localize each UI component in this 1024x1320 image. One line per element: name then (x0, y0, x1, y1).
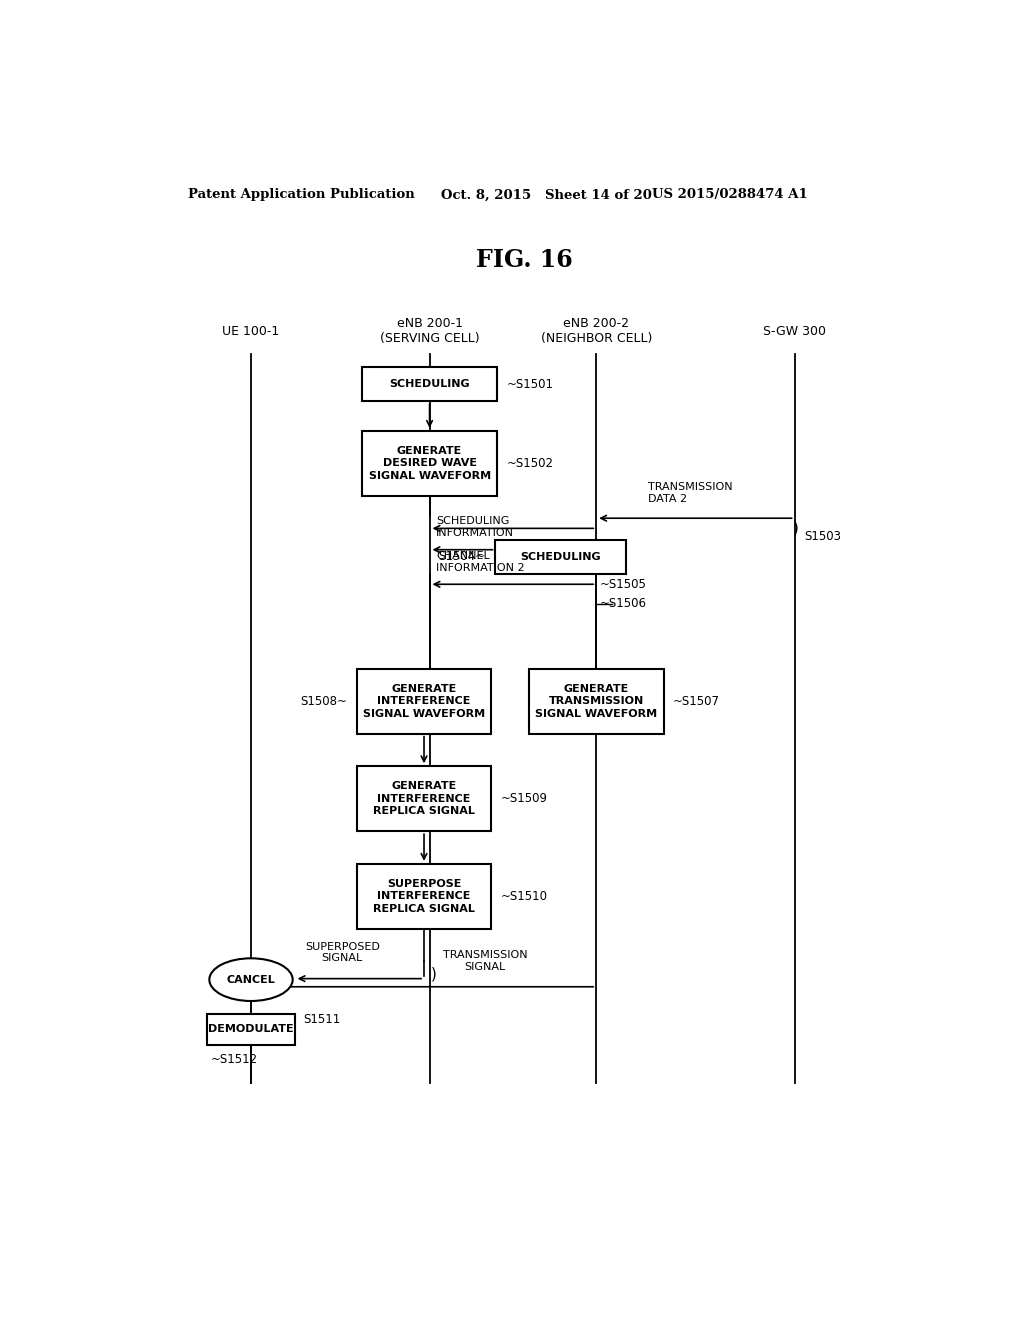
Text: GENERATE
INTERFERENCE
REPLICA SIGNAL: GENERATE INTERFERENCE REPLICA SIGNAL (373, 781, 475, 816)
Text: SUPERPOSED
SIGNAL: SUPERPOSED SIGNAL (305, 941, 380, 964)
Text: ~S1505: ~S1505 (600, 578, 647, 591)
Text: TRANSMISSION
DATA 2: TRANSMISSION DATA 2 (648, 482, 732, 504)
Bar (207, 1014, 296, 1044)
Text: ~S1510: ~S1510 (501, 890, 548, 903)
Bar (356, 863, 492, 929)
Text: S1508~: S1508~ (300, 694, 347, 708)
Text: DEMODULATE: DEMODULATE (208, 1024, 294, 1035)
Text: S-GW 300: S-GW 300 (763, 325, 826, 338)
Text: Patent Application Publication: Patent Application Publication (187, 189, 415, 202)
Text: eNB 200-1
(SERVING CELL): eNB 200-1 (SERVING CELL) (380, 317, 479, 346)
Bar (362, 430, 497, 496)
Text: ~S1512: ~S1512 (211, 1053, 258, 1065)
Text: Oct. 8, 2015   Sheet 14 of 20: Oct. 8, 2015 Sheet 14 of 20 (441, 189, 652, 202)
Text: S1504~: S1504~ (438, 550, 485, 564)
Text: CHANNEL
INFORMATION 2: CHANNEL INFORMATION 2 (436, 552, 524, 573)
Ellipse shape (209, 958, 293, 1001)
Bar (356, 669, 492, 734)
Text: TRANSMISSION
SIGNAL: TRANSMISSION SIGNAL (442, 950, 527, 972)
Text: SCHEDULING: SCHEDULING (389, 379, 470, 389)
Text: GENERATE
INTERFERENCE
SIGNAL WAVEFORM: GENERATE INTERFERENCE SIGNAL WAVEFORM (362, 684, 485, 718)
Text: S1511: S1511 (303, 1012, 341, 1026)
Bar (362, 367, 497, 401)
Bar (495, 540, 626, 574)
Bar (356, 766, 492, 832)
Text: GENERATE
DESIRED WAVE
SIGNAL WAVEFORM: GENERATE DESIRED WAVE SIGNAL WAVEFORM (369, 446, 490, 480)
Text: ): ) (793, 521, 799, 536)
Text: CANCEL: CANCEL (226, 974, 275, 985)
Text: GENERATE
TRANSMISSION
SIGNAL WAVEFORM: GENERATE TRANSMISSION SIGNAL WAVEFORM (536, 684, 657, 718)
Bar (528, 669, 664, 734)
Text: UE 100-1: UE 100-1 (222, 325, 280, 338)
Text: eNB 200-2
(NEIGHBOR CELL): eNB 200-2 (NEIGHBOR CELL) (541, 317, 652, 346)
Text: ~S1502: ~S1502 (507, 457, 554, 470)
Text: FIG. 16: FIG. 16 (476, 248, 573, 272)
Text: ~S1509: ~S1509 (501, 792, 548, 805)
Text: ): ) (431, 966, 437, 981)
Text: SCHEDULING: SCHEDULING (520, 552, 601, 562)
Text: S1503: S1503 (804, 531, 841, 543)
Text: ~S1501: ~S1501 (507, 378, 554, 391)
Text: SUPERPOSE
INTERFERENCE
REPLICA SIGNAL: SUPERPOSE INTERFERENCE REPLICA SIGNAL (373, 879, 475, 913)
Text: US 2015/0288474 A1: US 2015/0288474 A1 (652, 189, 808, 202)
Text: ~S1506: ~S1506 (600, 597, 647, 610)
Text: SCHEDULING
INFORMATION: SCHEDULING INFORMATION (436, 516, 514, 537)
Text: ~S1507: ~S1507 (673, 694, 720, 708)
